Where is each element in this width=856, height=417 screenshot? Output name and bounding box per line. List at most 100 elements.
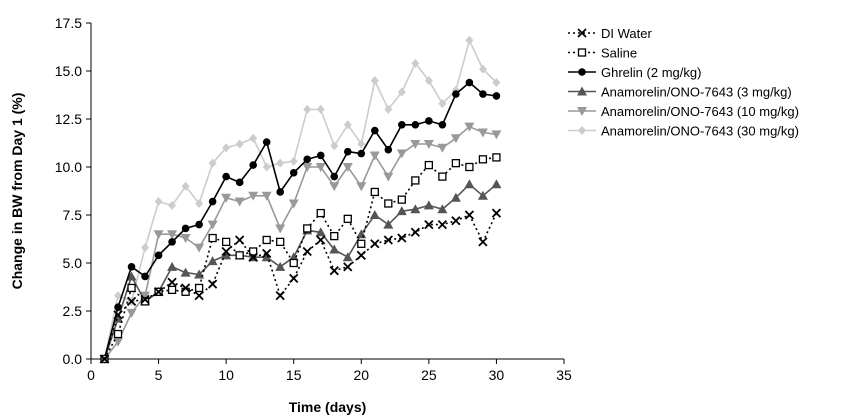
data-point [438,172,447,181]
data-point [370,239,380,249]
data-point [478,155,488,164]
data-point [478,237,488,247]
data-point [195,220,203,229]
data-point [464,179,475,189]
data-point [249,133,258,143]
data-point [492,78,501,88]
data-point [262,235,271,245]
data-point [113,329,123,339]
legend-item: DI Water [568,26,652,41]
data-point [397,233,407,243]
data-point [303,155,312,164]
data-point [289,156,298,166]
data-point [316,151,325,160]
data-point [235,139,244,149]
legend-item: Anamorelin/ONO-7643 (3 mg/kg) [568,85,792,100]
data-point [411,58,420,68]
data-point [222,172,230,181]
data-point [127,263,136,271]
data-point [411,120,420,129]
legend-swatch-marker [577,86,587,96]
data-point [329,244,340,254]
y-tick-label: 2.5 [63,303,83,319]
data-point [370,187,379,197]
data-point [275,291,285,301]
data-point [424,76,433,86]
data-point [141,243,150,253]
data-point [451,159,461,168]
data-point [357,149,366,158]
data-point [411,176,420,185]
data-point [221,246,231,257]
y-tick-label: 12.5 [55,111,82,127]
data-point [397,87,406,97]
data-point [234,197,245,207]
legend-label: Anamorelin/ONO-7643 (3 mg/kg) [601,85,792,100]
data-point [315,227,326,237]
data-point [424,219,434,230]
data-point [356,182,367,192]
series-line [103,212,498,360]
data-point [316,104,325,114]
data-point [330,172,339,181]
x-tick-label: 15 [286,367,302,383]
data-point [450,192,461,202]
data-point [180,234,191,244]
data-point [208,197,217,206]
y-tick-label: 15.0 [55,63,82,79]
data-point [479,90,487,98]
data-point [289,168,298,177]
data-point [113,310,123,320]
data-point [167,285,177,295]
data-point [289,258,298,268]
data-point [477,128,488,138]
data-point [114,303,122,311]
data-point [410,227,420,237]
data-point [437,204,448,214]
x-tick-label: 0 [87,367,95,383]
data-point [438,120,447,129]
series-line [103,81,497,360]
data-point [222,143,231,153]
legend-item: Saline [568,46,637,61]
y-axis-title: Change in BW from Day 1 (%) [9,93,25,290]
data-point [356,250,366,260]
series-6 [100,35,501,364]
data-point [235,251,244,260]
series-5 [99,122,502,364]
data-point [465,78,474,87]
data-point [343,120,352,130]
data-point [303,224,312,233]
data-point [303,104,312,114]
data-point [195,198,204,208]
axes: 0.0 2.5 5.0 7.5 10.0 12.5 15.0 17.5 0 5 10 15 20 25 30… [55,15,572,383]
legend-item: Anamorelin/ONO-7643 (30 mg/kg) [568,124,799,139]
data-point [369,210,380,219]
legend-swatch-marker [577,48,587,57]
data-point [370,76,379,86]
series-3 [100,78,501,363]
data-point [126,308,137,318]
x-tick-label: 30 [489,367,505,383]
data-point [167,261,178,271]
data-point [248,191,259,201]
x-tick-label: 10 [218,367,234,383]
data-point [194,291,204,301]
y-tick-label: 10.0 [55,159,82,175]
data-point [180,283,191,293]
y-tick-label: 5.0 [63,255,83,271]
data-point [140,297,150,306]
data-point [465,35,474,45]
data-point [235,235,245,245]
data-point [168,238,176,246]
data-point [180,267,191,277]
series-2 [100,153,501,364]
legend-item: Ghrelin (2 mg/kg) [568,65,701,80]
x-tick-label: 20 [353,367,369,383]
data-point [384,104,393,114]
data-point [275,224,286,234]
data-point [126,271,137,281]
data-point [221,193,232,203]
data-point [464,210,475,220]
data-point [127,283,136,293]
